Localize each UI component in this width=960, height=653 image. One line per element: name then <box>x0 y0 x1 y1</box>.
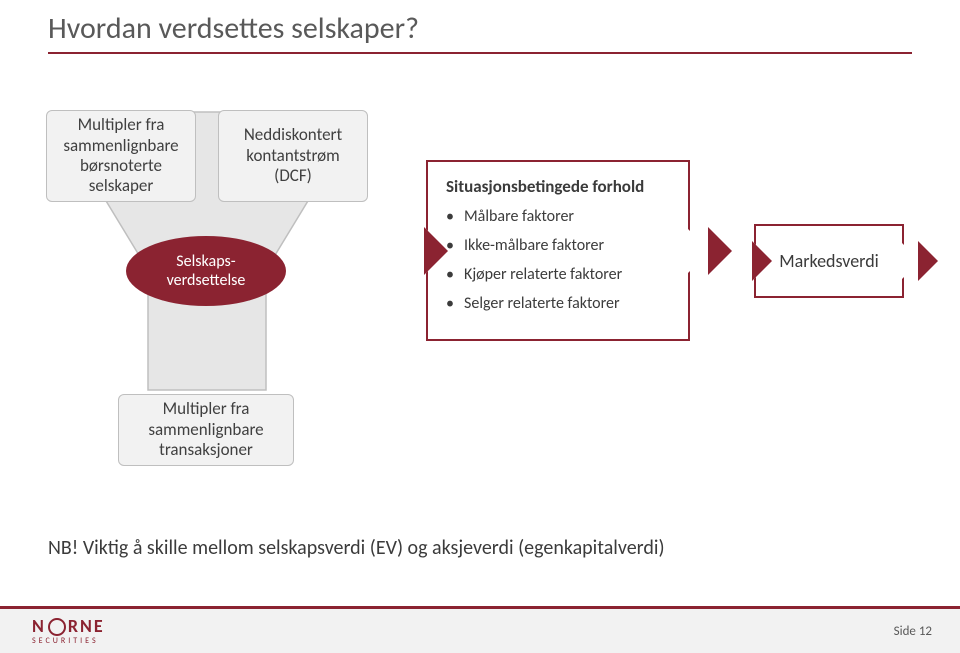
ellipse-selskapsverdsettelse: Selskaps- verdsettelse <box>126 236 286 306</box>
title-underline <box>48 52 912 54</box>
brand-logo-ring-icon <box>48 618 66 636</box>
box-situasjon: Situasjonsbetingede forhold Målbare fakt… <box>426 160 690 341</box>
chevron-notch-icon <box>754 243 772 279</box>
brand-logo: N RNE SECURITIES <box>32 617 105 645</box>
box-multipler-transaksjoner: Multipler fra sammenlignbare transaksjon… <box>118 394 294 466</box>
box-dcf: Neddiskontert kontantstrøm (DCF) <box>218 110 368 202</box>
brand-logo-sub: SECURITIES <box>32 637 105 645</box>
brand-logo-main: N RNE <box>32 617 105 635</box>
situasjon-item: Målbare faktorer <box>446 207 670 226</box>
box-multipler-borsnoterte-label: Multipler fra sammenlignbare børsnoterte… <box>57 115 185 197</box>
box-multipler-borsnoterte: Multipler fra sammenlignbare børsnoterte… <box>46 110 196 202</box>
box-multipler-transaksjoner-label: Multipler fra sammenlignbare transaksjon… <box>129 399 283 460</box>
chevron-notch-icon <box>426 229 448 273</box>
page-number: Side 12 <box>894 624 932 639</box>
page-title: Hvordan verdsettes selskaper? <box>48 10 419 47</box>
box-markedsverdi: Markedsverdi <box>754 224 904 298</box>
brand-logo-text-n: N <box>32 617 46 635</box>
situasjon-title: Situasjonsbetingede forhold <box>446 176 670 197</box>
situasjon-list: Målbare faktorer Ikke-målbare faktorer K… <box>446 207 670 313</box>
brand-logo-text-rne: RNE <box>68 617 105 635</box>
markedsverdi-label: Markedsverdi <box>779 250 879 272</box>
situasjon-item: Ikke-målbare faktorer <box>446 236 670 255</box>
situasjon-item: Kjøper relaterte faktorer <box>446 265 670 284</box>
box-dcf-label: Neddiskontert kontantstrøm (DCF) <box>229 125 357 186</box>
chevron-arrow-icon <box>902 243 920 279</box>
situasjon-item: Selger relaterte faktorer <box>446 294 670 313</box>
nb-note: NB! Viktig å skille mellom selskapsverdi… <box>48 536 665 560</box>
footer-bar <box>0 609 960 653</box>
nb-note-text: NB! Viktig å skille mellom selskapsverdi… <box>48 536 665 560</box>
ellipse-label: Selskaps- verdsettelse <box>167 252 246 290</box>
chevron-arrow-icon <box>688 229 710 273</box>
slide: Hvordan verdsettes selskaper? Multipler … <box>0 0 960 653</box>
